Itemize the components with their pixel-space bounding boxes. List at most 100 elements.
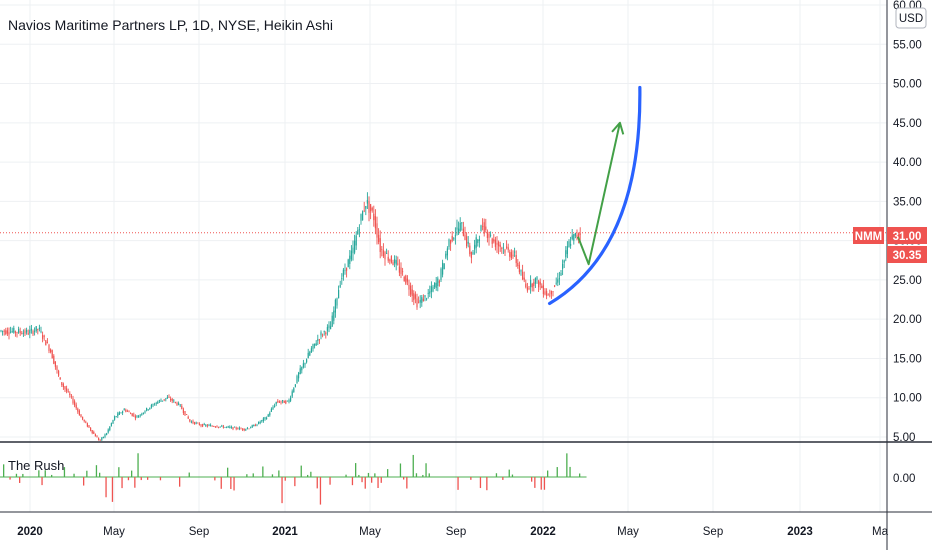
indicator-bar xyxy=(547,470,549,477)
indicator-bars xyxy=(0,453,587,505)
currency-badge[interactable]: USD xyxy=(895,7,927,29)
candle-body xyxy=(152,404,154,406)
candle-body xyxy=(432,286,434,292)
candle-body xyxy=(443,263,445,270)
candle-body xyxy=(26,329,28,333)
candle-body xyxy=(5,330,7,335)
indicator-bar xyxy=(351,477,354,486)
candle-body xyxy=(502,247,504,249)
candle-body xyxy=(490,234,492,236)
arrow-drawing xyxy=(577,122,621,266)
candle-body xyxy=(506,246,508,248)
indicator-bar xyxy=(406,477,408,489)
candle-body xyxy=(165,398,167,400)
candle-body xyxy=(187,416,189,419)
candle-body xyxy=(163,399,165,401)
candle-body xyxy=(158,400,160,402)
candle-body xyxy=(117,413,119,417)
candle-body xyxy=(59,377,61,380)
candle-body xyxy=(306,359,308,363)
candle-body xyxy=(397,263,399,265)
candle-body xyxy=(16,332,18,333)
candle-body xyxy=(278,401,280,403)
x-tick-label: May xyxy=(103,526,125,538)
chart-title: Navios Maritime Partners LP, 1D, NYSE, H… xyxy=(8,17,333,33)
indicator-bar xyxy=(367,472,370,477)
candle-body xyxy=(181,405,183,410)
candle-body xyxy=(370,204,372,212)
indicator-label: The Rush xyxy=(8,458,64,473)
candle-body xyxy=(37,329,39,330)
candle-body xyxy=(259,421,261,423)
candle-body xyxy=(56,366,58,371)
candle-body xyxy=(354,240,356,253)
candle-body xyxy=(501,248,503,249)
candle-body xyxy=(149,407,151,409)
candle-body xyxy=(398,266,400,273)
candle-body xyxy=(126,410,128,412)
candle-body xyxy=(411,289,413,297)
candle-body xyxy=(86,423,88,427)
candle-body xyxy=(522,271,524,280)
candle-body xyxy=(533,282,535,287)
indicator-bar xyxy=(470,477,472,480)
y-tick-label: 15.00 xyxy=(893,353,922,365)
candle-body xyxy=(536,277,538,280)
y-tick-label: 10.00 xyxy=(893,393,922,405)
last-price-label: 31.00 xyxy=(893,231,922,243)
candle-body xyxy=(75,404,77,409)
candle-body xyxy=(454,235,456,237)
candle-body xyxy=(80,414,82,418)
indicator-bar xyxy=(147,477,149,480)
candle-body xyxy=(93,431,95,434)
candle-body xyxy=(274,405,276,407)
candle-body xyxy=(0,330,2,332)
candle-body xyxy=(381,248,383,250)
indicator-bar xyxy=(19,477,21,483)
candle-body xyxy=(560,272,562,276)
candle-body xyxy=(162,400,164,402)
candle-body xyxy=(125,409,127,412)
candle-body xyxy=(134,416,136,419)
candle-body xyxy=(123,409,125,411)
currency-label: USD xyxy=(899,13,923,25)
candle-body xyxy=(554,285,556,287)
candle-body xyxy=(224,427,226,428)
candle-body xyxy=(283,400,285,403)
candle-body xyxy=(189,419,191,422)
candle-body xyxy=(246,428,248,430)
candle-body xyxy=(550,290,552,295)
candle-body xyxy=(558,278,560,280)
indicator-bar xyxy=(86,470,88,477)
candle-body xyxy=(269,412,271,416)
y-tick-label: 45.00 xyxy=(893,118,922,130)
candle-body xyxy=(30,328,32,331)
candle-body xyxy=(115,416,117,418)
candle-body xyxy=(547,294,549,296)
candle-body xyxy=(262,418,264,421)
candle-body xyxy=(392,262,394,265)
indicator-bar xyxy=(111,477,114,502)
second-price-badge: 30.35 xyxy=(887,246,927,263)
indicator-bar xyxy=(38,470,40,477)
candle-body xyxy=(373,213,375,221)
candle-body xyxy=(6,330,8,334)
candle-body xyxy=(114,416,116,420)
candle-body xyxy=(61,382,63,386)
candle-body xyxy=(531,283,533,288)
candle-body xyxy=(166,397,168,399)
candle-body xyxy=(568,241,570,248)
candle-body xyxy=(253,424,255,427)
candle-body xyxy=(422,298,424,302)
candle-body xyxy=(200,424,202,426)
candle-body xyxy=(155,402,157,404)
indicator-bar xyxy=(371,477,373,483)
candle-body xyxy=(194,422,196,425)
indicator-bar xyxy=(118,467,120,477)
candle-body xyxy=(46,342,48,343)
candle-body xyxy=(538,280,540,288)
candle-body xyxy=(456,227,458,230)
candle-body xyxy=(331,315,333,327)
candle-body xyxy=(534,278,536,284)
indicator-bar xyxy=(380,477,382,483)
